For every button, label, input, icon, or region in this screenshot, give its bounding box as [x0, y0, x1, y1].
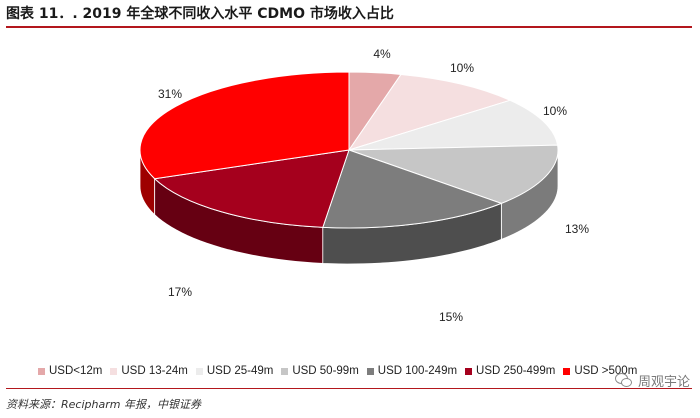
legend-item: USD 250-499m: [465, 365, 555, 377]
legend-swatch: [281, 367, 289, 375]
legend: USD<12m USD 13-24m USD 25-49m USD 50-99m USD…: [38, 361, 637, 381]
pie-label-5: 17%: [168, 285, 192, 299]
pie-label-6: 31%: [158, 87, 182, 101]
legend-item: USD 50-99m: [281, 365, 359, 377]
legend-item: USD 25-49m: [195, 365, 274, 377]
legend-swatch: [195, 367, 203, 375]
pie-label-4: 15%: [439, 310, 463, 324]
pie-slice-2: [348, 99, 559, 151]
pie-slice-4: [322, 149, 503, 229]
legend-label: USD 25-49m: [206, 365, 274, 377]
pie-slice-5: [153, 149, 350, 228]
watermark-text: 周观宇论: [637, 375, 690, 390]
pie-label-1: 10%: [450, 61, 474, 75]
legend-label: USD 250-499m: [476, 365, 556, 377]
legend-swatch: [110, 367, 118, 375]
legend-swatch: [465, 367, 473, 375]
legend-swatch: [366, 367, 374, 375]
pie-chart: 4% 10% 10% 13% 15% 17% 31%: [139, 47, 589, 324]
legend-label: USD 100-249m: [377, 365, 458, 377]
source-note: 资料来源：Recipharm 年报，中银证券: [6, 398, 201, 411]
legend-item: USD 100-249m: [366, 365, 458, 377]
chart-title: 图表 11．. 2019 年全球不同收入水平 CDMO 市场收入占比: [6, 6, 394, 22]
legend-label: USD 13-24m: [121, 365, 188, 377]
footer-divider: [6, 388, 692, 389]
legend-item: USD<12m: [38, 365, 102, 377]
legend-label: USD<12m: [49, 365, 103, 377]
wechat-icon: [614, 373, 633, 388]
watermark: 周观宇论: [614, 371, 690, 390]
title-divider: [6, 26, 692, 28]
legend-swatch: [38, 367, 45, 375]
pie-slice-3: [348, 144, 559, 204]
pie-label-0: 4%: [373, 47, 391, 61]
pie-slice-6: [139, 71, 350, 180]
pie-label-2: 10%: [543, 104, 567, 118]
legend-item: USD 13-24m: [110, 365, 188, 377]
pie-sides: [139, 149, 559, 265]
legend-swatch: [563, 367, 571, 375]
pie-slices: [139, 71, 559, 229]
pie-labels: 4% 10% 10% 13% 15% 17% 31%: [158, 47, 589, 324]
legend-label: USD 50-99m: [292, 365, 359, 377]
pie-label-3: 13%: [565, 222, 589, 236]
pie-slice-1: [347, 73, 512, 151]
